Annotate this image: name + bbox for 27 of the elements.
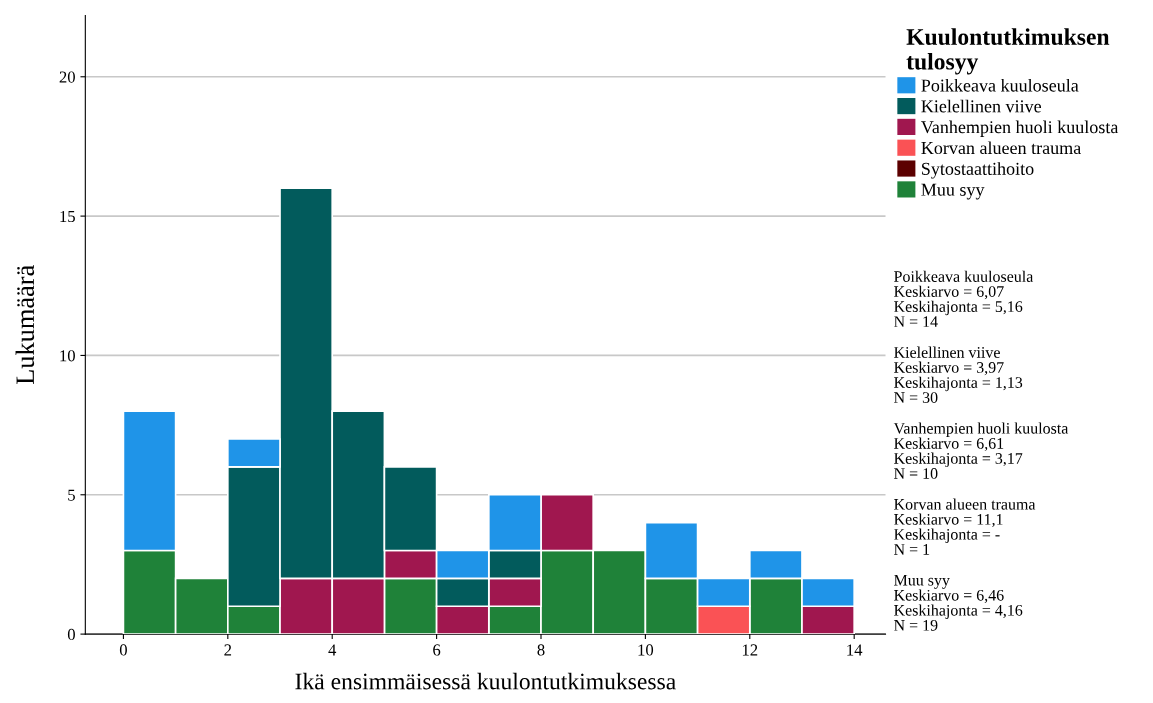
text: Poikkeava kuuloseula Keskiarvo = 6,07 Keskihajonta = 5,16 N = 14 [894, 270, 1034, 327]
y-axis-title: Lukumäärä [15, 265, 35, 385]
text: Kielellinen viive Keskiarvo = 3,97 Keskihajonta = 1,13 N = 30 [894, 346, 1023, 403]
y-tick-label: 20 [59, 71, 75, 83]
x-tick-label: 10 [638, 644, 654, 656]
legend-label: Sytostaattihoito [922, 162, 1034, 179]
y-tick-label: 15 [60, 210, 75, 223]
text: Muu syy Keskiarvo = 6,46 Keskihajonta = 4,16 N = 19 [894, 574, 1023, 631]
legend-label: Korvan alueen trauma [921, 141, 1081, 155]
x-tick-label: 2 [224, 644, 232, 656]
y-tick-label: 0 [67, 628, 75, 641]
x-tick-label: 8 [537, 644, 545, 656]
legend-label: Vanhempien huoli kuulosta [921, 120, 1119, 137]
text: Vanhempien huoli kuulosta Keskiarvo = 6,61 Keskihajonta = 3,17 N = 10 [893, 422, 1069, 479]
legend-label: Poikkeava kuuloseula [921, 78, 1079, 92]
x-axis-title: Ikä ensimmäisessä kuulontutkimuksessa [295, 672, 676, 690]
y-tick-label: 10 [60, 350, 75, 362]
y-tick-label: 5 [68, 489, 75, 501]
x-tick-label: 6 [433, 644, 441, 656]
x-tick-label: 12 [742, 644, 758, 656]
text: Korvan alueen trauma Keskiarvo = 11,1 Keskihajonta = - N = 1 [894, 498, 1036, 555]
legend-label: Muu syy [921, 183, 985, 200]
x-tick-label: 0 [119, 644, 127, 656]
x-tick-label: 4 [328, 644, 337, 656]
legend-title: Kuulontutkimuksen tulosyy [906, 28, 1110, 75]
x-tick-label: 14 [847, 644, 863, 656]
legend-label: Kielellinen viive [921, 99, 1042, 113]
